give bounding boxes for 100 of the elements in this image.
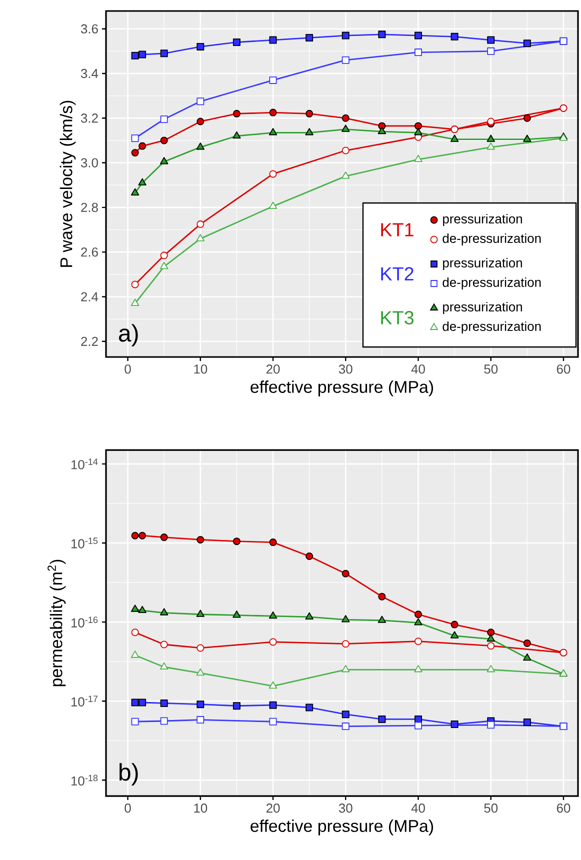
x-tick-label: 40	[411, 804, 425, 813]
point	[196, 142, 204, 150]
point	[268, 681, 278, 689]
point	[378, 30, 386, 38]
point	[269, 36, 277, 44]
point	[342, 124, 350, 132]
legend-label: de-pressurization	[442, 277, 541, 290]
point	[342, 570, 350, 578]
point	[131, 718, 139, 726]
x-tick-label: 40	[411, 364, 425, 374]
point	[160, 699, 168, 707]
point	[130, 650, 140, 658]
point	[342, 722, 350, 730]
x-tick-label: 30	[338, 804, 352, 813]
x-tick-label: 50	[484, 364, 498, 374]
point	[342, 146, 350, 154]
point	[269, 638, 277, 646]
x-tick-label: 10	[194, 364, 208, 374]
point	[305, 128, 314, 136]
point	[450, 631, 459, 638]
point	[269, 76, 277, 84]
point	[523, 718, 531, 726]
point	[378, 592, 386, 600]
x-axis-title: effective pressure (MPa)	[250, 820, 434, 836]
annotation: KT2	[381, 267, 414, 280]
x-axis-title: effective pressure (MPa)	[250, 380, 434, 396]
point	[196, 716, 204, 724]
point	[306, 704, 314, 712]
annotation: a)	[119, 324, 138, 346]
point	[138, 178, 146, 186]
point	[196, 700, 204, 708]
point	[486, 664, 495, 672]
point	[487, 721, 495, 729]
point	[138, 50, 146, 58]
point	[269, 538, 277, 546]
point	[342, 640, 350, 648]
y-tick-label: 10$^{-14}$	[71, 458, 98, 470]
point	[232, 110, 240, 118]
annotation: b)	[120, 763, 138, 786]
legend-label: pressurization	[443, 302, 522, 314]
point	[414, 638, 422, 646]
point	[160, 157, 168, 164]
point	[160, 640, 168, 648]
point	[342, 710, 350, 718]
point	[138, 532, 146, 540]
legend-label: pressurization	[443, 214, 522, 226]
point	[414, 664, 422, 672]
point	[196, 668, 204, 676]
point	[232, 131, 241, 139]
x-tick-label: 0	[124, 364, 131, 374]
point	[414, 610, 422, 618]
point	[342, 114, 350, 122]
point	[160, 252, 168, 260]
y-tick-label: 10$^{-17}$	[71, 696, 98, 706]
point	[160, 717, 168, 725]
point	[269, 108, 277, 116]
point	[130, 188, 140, 196]
point	[414, 154, 422, 162]
x-tick-label: 50	[484, 804, 498, 813]
x-tick-label: 30	[338, 364, 352, 374]
point	[450, 32, 458, 40]
point	[196, 220, 204, 228]
y-tick-label: 2.6	[81, 247, 98, 257]
point	[342, 56, 350, 64]
point	[232, 538, 240, 546]
point	[450, 620, 458, 628]
point	[131, 52, 139, 60]
x-tick-label: 60	[556, 364, 570, 374]
point	[130, 604, 140, 612]
point	[160, 608, 168, 616]
y-tick-label: 2.2	[81, 336, 98, 346]
point	[523, 114, 531, 122]
y-axis-title: permeability (m$^{2}$)	[48, 560, 66, 686]
y-tick-label: 2.4	[81, 292, 98, 302]
point	[131, 698, 139, 706]
point	[306, 552, 314, 560]
y-tick-label: 10$^{-15}$	[71, 538, 98, 548]
x-tick-label: 0	[124, 804, 131, 813]
point	[131, 134, 139, 142]
annotation: KT3	[381, 311, 414, 324]
point	[523, 40, 531, 48]
point	[196, 234, 204, 242]
point	[414, 618, 422, 626]
point	[342, 615, 350, 622]
legend-label: de-pressurization	[442, 321, 541, 334]
point	[414, 122, 422, 130]
x-tick-label: 20	[266, 804, 280, 813]
point	[196, 610, 204, 617]
y-tick-label: 10$^{-18}$	[71, 774, 98, 786]
y-tick-label: 3.6	[80, 24, 98, 34]
y-tick-label: 3.2	[80, 114, 98, 123]
x-tick-label: 60	[556, 804, 570, 813]
y-tick-label: 3.4	[80, 68, 98, 78]
point	[378, 616, 386, 623]
point	[523, 639, 531, 647]
point	[196, 118, 204, 126]
point	[487, 47, 495, 55]
point	[414, 32, 422, 40]
point	[138, 698, 146, 706]
point	[487, 642, 495, 650]
